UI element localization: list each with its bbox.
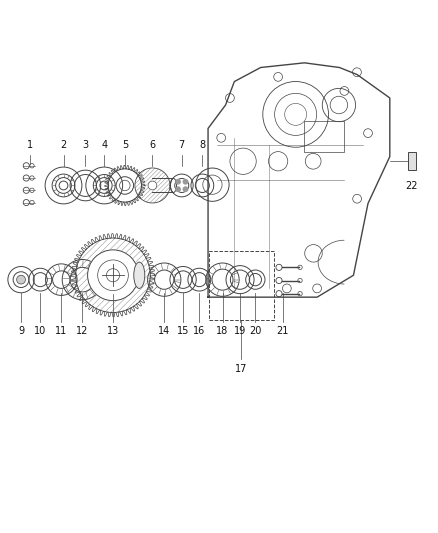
Text: 21: 21 (276, 326, 289, 336)
Bar (304, 121, 344, 152)
Text: 22: 22 (406, 181, 418, 191)
Circle shape (183, 180, 187, 184)
Circle shape (148, 181, 157, 190)
Text: 7: 7 (179, 140, 185, 150)
Text: 15: 15 (177, 326, 189, 336)
Text: 18: 18 (216, 326, 229, 336)
Text: 10: 10 (34, 326, 46, 336)
Text: 9: 9 (18, 326, 24, 336)
Text: 17: 17 (235, 364, 247, 374)
Circle shape (106, 269, 120, 282)
Text: 8: 8 (199, 140, 205, 150)
Text: 4: 4 (101, 140, 107, 150)
Bar (209, 251, 274, 320)
Text: 13: 13 (107, 326, 119, 336)
Text: 3: 3 (82, 140, 88, 150)
Bar (408, 152, 416, 171)
Text: 1: 1 (27, 140, 33, 150)
Text: 16: 16 (193, 326, 205, 336)
Circle shape (88, 250, 138, 301)
Circle shape (176, 180, 180, 184)
Text: 6: 6 (149, 140, 155, 150)
Text: 19: 19 (234, 326, 246, 336)
Circle shape (183, 187, 187, 191)
Circle shape (176, 187, 180, 191)
Text: 11: 11 (55, 326, 67, 336)
Text: 2: 2 (60, 140, 67, 150)
Text: 5: 5 (122, 140, 128, 150)
Text: 14: 14 (158, 326, 170, 336)
Text: 20: 20 (249, 326, 261, 336)
Ellipse shape (134, 262, 145, 288)
Text: 12: 12 (76, 326, 88, 336)
Circle shape (17, 275, 25, 284)
